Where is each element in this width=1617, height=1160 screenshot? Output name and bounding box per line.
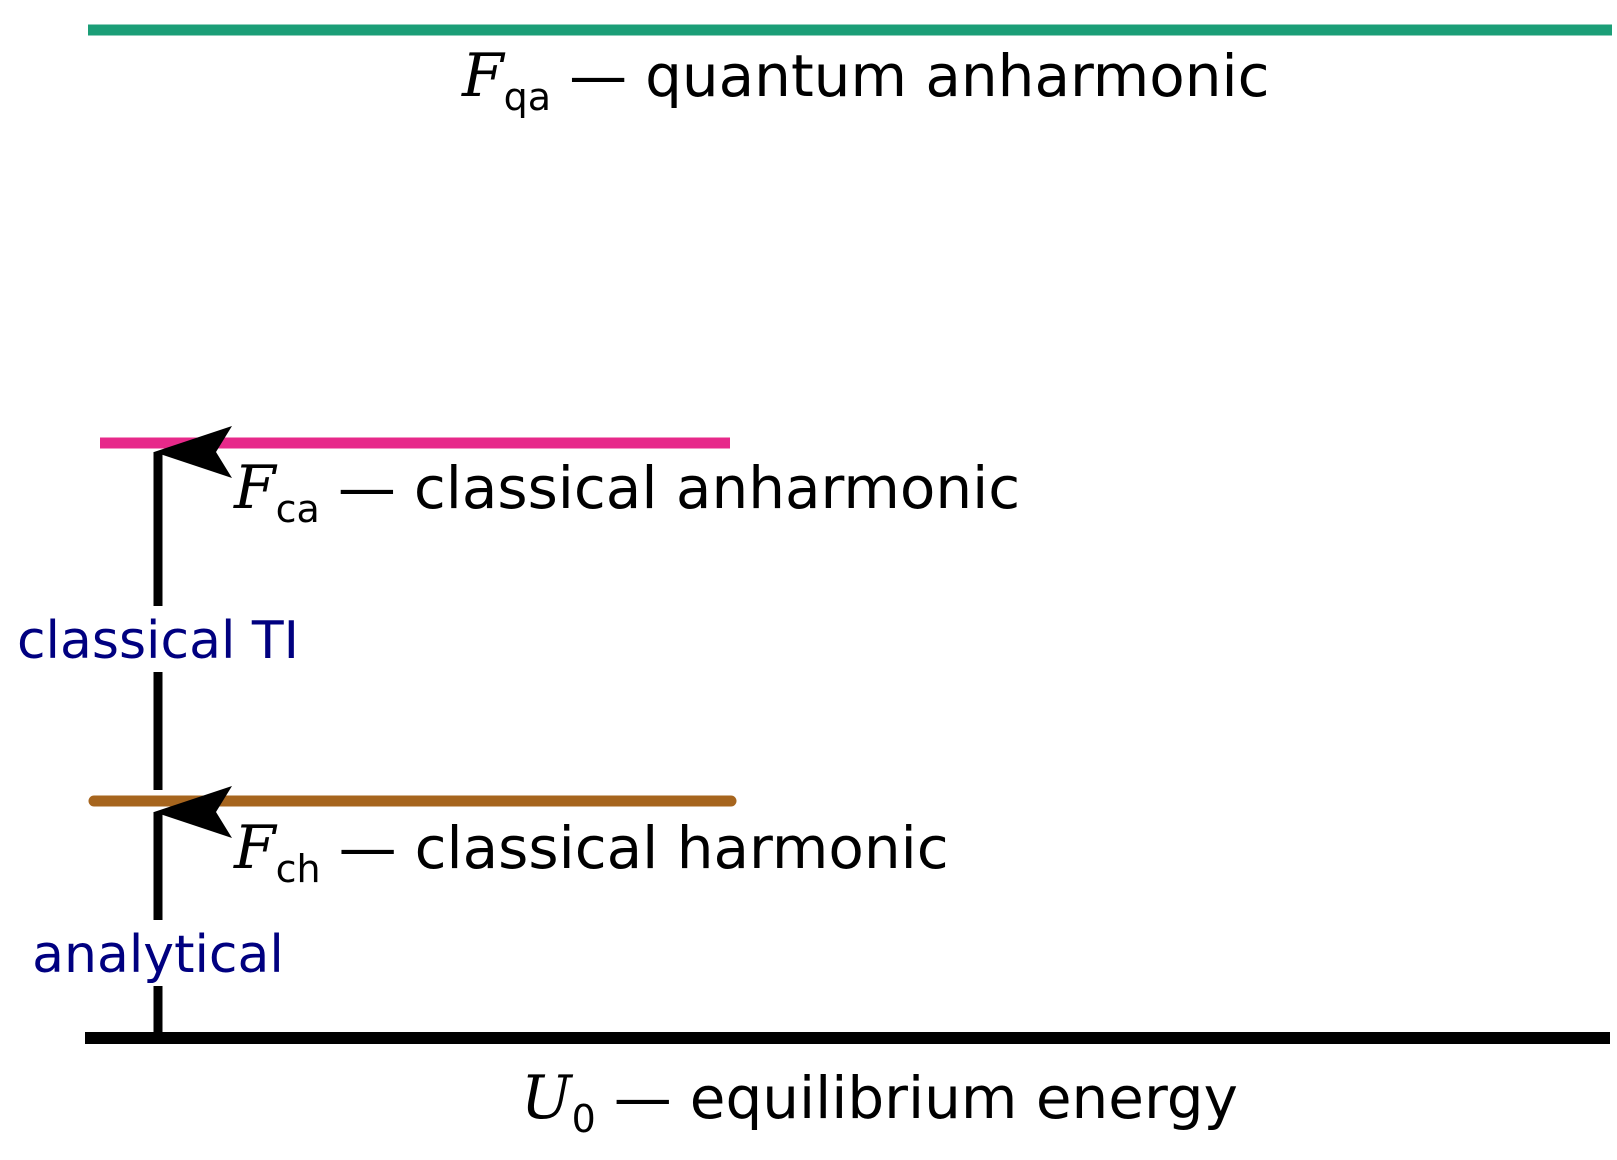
label-text: classical harmonic <box>415 814 949 882</box>
level-label-equilibrium: U0 — equilibrium energy <box>521 1063 1238 1141</box>
symbol-f: F <box>233 453 278 523</box>
subscript-ch: ch <box>276 847 321 891</box>
subscript-0: 0 <box>572 1097 596 1141</box>
level-label-quantum-anharmonic: Fqa — quantum anharmonic <box>461 41 1270 119</box>
level-label-classical-harmonic: Fch — classical harmonic <box>233 813 949 891</box>
level-label-classical-anharmonic: Fca — classical anharmonic <box>233 453 1020 531</box>
symbol-u: U <box>521 1063 574 1133</box>
dash: — <box>569 42 627 110</box>
label-gap-classical-ti <box>14 606 304 672</box>
label-text: quantum anharmonic <box>645 42 1270 110</box>
dash: — <box>614 1064 672 1132</box>
subscript-ca: ca <box>276 487 320 531</box>
dash: — <box>339 814 397 882</box>
label-text: equilibrium energy <box>690 1064 1238 1132</box>
subscript-qa: qa <box>504 75 551 119</box>
label-gap-analytical <box>30 920 286 986</box>
step-label-classical-ti: classical TI <box>17 611 299 671</box>
step-label-analytical: analytical <box>32 925 284 985</box>
label-text: classical anharmonic <box>414 454 1020 522</box>
symbol-f: F <box>461 41 506 111</box>
dash: — <box>338 454 396 522</box>
symbol-f: F <box>233 813 278 883</box>
